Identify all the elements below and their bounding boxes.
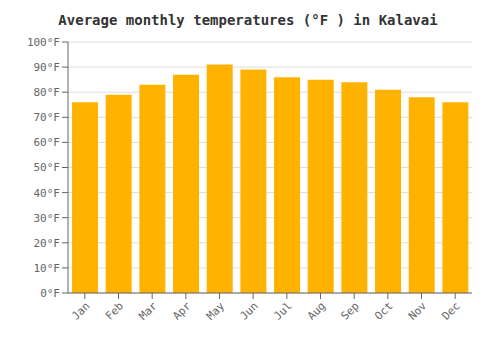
- svg-text:Mar: Mar: [137, 299, 161, 323]
- svg-text:50°F: 50°F: [34, 161, 61, 174]
- html-text:Average monthly temperatures (: Average monthly temperatures (°F ) in Ka…: [58, 12, 438, 28]
- svg-text:80°F: 80°F: [34, 86, 61, 99]
- svg-text:70°F: 70°F: [34, 111, 61, 124]
- svg-text:Oct: Oct: [372, 299, 395, 322]
- svg-text:Apr: Apr: [170, 299, 194, 323]
- svg-text:May: May: [204, 299, 228, 323]
- svg-text:60°F: 60°F: [34, 136, 61, 149]
- svg-text:90°F: 90°F: [34, 61, 61, 74]
- svg-text:10°F: 10°F: [34, 262, 61, 275]
- svg-text:Aug: Aug: [305, 299, 328, 322]
- svg-text:Sep: Sep: [339, 299, 362, 322]
- svg-text:100°F: 100°F: [27, 36, 60, 49]
- svg-text:Jan: Jan: [69, 299, 92, 322]
- svg-text:Jun: Jun: [238, 299, 261, 322]
- svg-text:Jul: Jul: [271, 299, 294, 322]
- svg-text:30°F: 30°F: [34, 212, 61, 225]
- svg-text:40°F: 40°F: [34, 187, 61, 200]
- svg-text:Nov: Nov: [406, 299, 430, 323]
- svg-text:Feb: Feb: [103, 299, 126, 322]
- svg-text:20°F: 20°F: [34, 237, 61, 250]
- svg-text:Dec: Dec: [440, 299, 463, 322]
- svg-text:0°F: 0°F: [40, 287, 60, 300]
